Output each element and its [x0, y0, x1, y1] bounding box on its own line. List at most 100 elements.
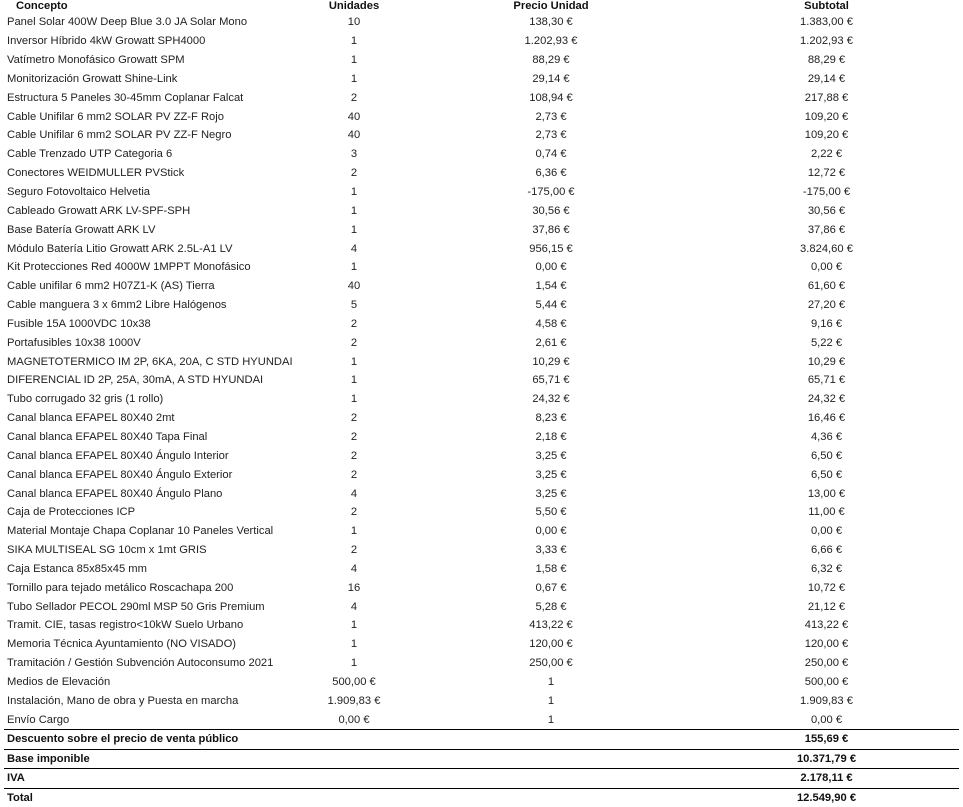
item-concept: Fusible 15A 1000VDC 10x38 — [7, 317, 151, 330]
item-unit-price: 1.202,93 € — [524, 35, 578, 48]
summary-amount: 10.371,79 € — [694, 748, 959, 769]
item-concept: SIKA MULTISEAL SG 10cm x 1mt GRIS — [7, 544, 207, 557]
item-concept: Estructura 5 Paneles 30-45mm Coplanar Fa… — [7, 91, 244, 104]
table-row: Fusible 15A 1000VDC 10x38 2 4,58 € 9,16 € — [4, 315, 959, 334]
item-unit-price: 413,22 € — [529, 619, 573, 632]
table-row: Canal blanca EFAPEL 80X40 Ángulo Interio… — [4, 446, 959, 465]
item-units: 4 — [350, 562, 358, 575]
item-concept: Panel Solar 400W Deep Blue 3.0 JA Solar … — [7, 16, 248, 29]
item-concept: Envío Cargo — [7, 713, 70, 726]
item-units: 3 — [350, 148, 358, 161]
item-units: 2 — [350, 336, 358, 349]
table-row: Cableado Growatt ARK LV-SPF-SPH 1 30,56 € 3… — [4, 201, 959, 220]
item-units: 1 — [350, 223, 358, 236]
table-row: Medios de Elevación 500,00 € 1 500,00 € — [4, 673, 959, 692]
item-concept: Base Batería Growatt ARK LV — [7, 223, 156, 236]
table-row: Cable unifilar 6 mm2 H07Z1-K (AS) Tierra… — [4, 277, 959, 296]
item-unit-price: 3,33 € — [535, 544, 567, 557]
item-subtotal: 109,20 € — [804, 129, 849, 142]
item-concept: Material Montaje Chapa Coplanar 10 Panel… — [7, 525, 274, 538]
item-unit-price: 2,18 € — [535, 430, 567, 443]
item-unit-price: 2,61 € — [535, 336, 567, 349]
item-units: 1 — [350, 374, 358, 387]
item-units: 2 — [350, 468, 358, 481]
table-row: Tornillo para tejado metálico Roscachapa… — [4, 578, 959, 597]
item-unit-price: 138,30 € — [529, 16, 573, 29]
item-units: 2 — [350, 167, 358, 180]
item-units: 2 — [350, 412, 358, 425]
item-subtotal: 30,56 € — [807, 204, 846, 217]
item-concept: Monitorización Growatt Shine-Link — [7, 72, 178, 85]
item-unit-price: 88,29 € — [532, 54, 570, 67]
table-row: Módulo Batería Litio Growatt ARK 2.5L-A1… — [4, 239, 959, 258]
discount-row: Descuento sobre el precio de venta públi… — [4, 729, 959, 750]
item-units: 1 — [350, 638, 358, 651]
item-concept: Instalación, Mano de obra y Puesta en ma… — [7, 694, 239, 707]
table-row: Inversor Híbrido 4kW Growatt SPH4000 1 1.2… — [4, 32, 959, 51]
table-row: Panel Solar 400W Deep Blue 3.0 JA Solar … — [4, 13, 959, 32]
header-unit-price: Precio Unidad — [513, 0, 589, 12]
table-row: Instalación, Mano de obra y Puesta en ma… — [4, 691, 959, 710]
table-row: Envío Cargo 0,00 € 1 0,00 € — [4, 710, 959, 729]
item-units: 0,00 € — [338, 713, 370, 726]
tax-base-row: Base imponible 10.371,79 € — [4, 748, 959, 769]
item-subtotal: 61,60 € — [807, 280, 846, 293]
item-units: 1 — [350, 35, 358, 48]
item-unit-price: 1,54 € — [535, 280, 567, 293]
summary-label: Base imponible — [4, 748, 694, 769]
table-row: Cable manguera 3 x 6mm2 Libre Halógenos 5… — [4, 296, 959, 315]
summary-label: Total — [4, 787, 694, 807]
table-row: Vatímetro Monofásico Growatt SPM 1 88,29 €… — [4, 51, 959, 70]
item-concept: Seguro Fotovoltaico Helvetia — [7, 186, 151, 199]
item-subtotal: 120,00 € — [804, 638, 849, 651]
item-unit-price: 24,32 € — [532, 393, 570, 406]
item-concept: Canal blanca EFAPEL 80X40 Ángulo Interio… — [7, 449, 229, 462]
item-subtotal: 6,66 € — [810, 544, 843, 557]
item-concept: Tramitación / Gestión Subvención Autocon… — [7, 657, 274, 670]
item-subtotal: 13,00 € — [807, 487, 846, 500]
item-subtotal: 9,16 € — [810, 317, 843, 330]
item-units: 1 — [350, 204, 358, 217]
item-concept: Tramit. CIE, tasas registro<10kW Suelo U… — [7, 619, 244, 632]
item-subtotal: 217,88 € — [804, 91, 849, 104]
item-unit-price: 5,28 € — [535, 600, 567, 613]
item-concept: Portafusibles 10x38 1000V — [7, 336, 141, 349]
item-units: 2 — [350, 449, 358, 462]
quote-table: Concepto Unidades Precio Unidad Subtotal… — [4, 0, 959, 807]
table-row: Conectores WEIDMULLER PVStick 2 6,36 € 12,7… — [4, 164, 959, 183]
item-units: 16 — [347, 581, 361, 594]
summary-label: Descuento sobre el precio de venta públi… — [4, 729, 694, 750]
item-units: 2 — [350, 544, 358, 557]
item-subtotal: 500,00 € — [804, 675, 849, 688]
table-row: Cable Trenzado UTP Categoria 6 3 0,74 € 2,2… — [4, 145, 959, 164]
item-subtotal: 0,00 € — [810, 713, 843, 726]
item-concept: Caja de Protecciones ICP — [7, 506, 136, 519]
table-row: Tubo Sellador PECOL 290ml MSP 50 Gris Pr… — [4, 597, 959, 616]
table-row: DIFERENCIAL ID 2P, 25A, 30mA, A STD HYUN… — [4, 371, 959, 390]
item-unit-price: 2,73 € — [535, 129, 567, 142]
item-units: 1 — [350, 619, 358, 632]
header-subtotal: Subtotal — [804, 0, 849, 12]
item-subtotal: 6,50 € — [810, 468, 843, 481]
item-subtotal: 0,00 € — [810, 525, 843, 538]
item-subtotal: 65,71 € — [807, 374, 846, 387]
item-subtotal: 413,22 € — [804, 619, 849, 632]
item-subtotal: 37,86 € — [807, 223, 846, 236]
item-subtotal: 24,32 € — [807, 393, 846, 406]
item-units: 10 — [347, 16, 361, 29]
summary-amount: 2.178,11 € — [694, 768, 959, 789]
table-row: SIKA MULTISEAL SG 10cm x 1mt GRIS 2 3,33 €… — [4, 541, 959, 560]
item-subtotal: 6,32 € — [810, 562, 843, 575]
item-subtotal: 0,00 € — [810, 261, 843, 274]
item-subtotal: 10,29 € — [807, 355, 846, 368]
item-subtotal: 1.909,83 € — [800, 694, 853, 707]
item-unit-price: 956,15 € — [529, 242, 573, 255]
item-unit-price: 65,71 € — [532, 374, 570, 387]
item-unit-price: 2,73 € — [535, 110, 567, 123]
summary-amount: 12.549,90 € — [694, 787, 959, 807]
table-row: Base Batería Growatt ARK LV 1 37,86 € 37,86… — [4, 220, 959, 239]
item-units: 1 — [350, 72, 358, 85]
item-unit-price: 1,58 € — [535, 562, 567, 575]
item-units: 1 — [350, 525, 358, 538]
summary-body: Descuento sobre el precio de venta públi… — [4, 729, 959, 807]
